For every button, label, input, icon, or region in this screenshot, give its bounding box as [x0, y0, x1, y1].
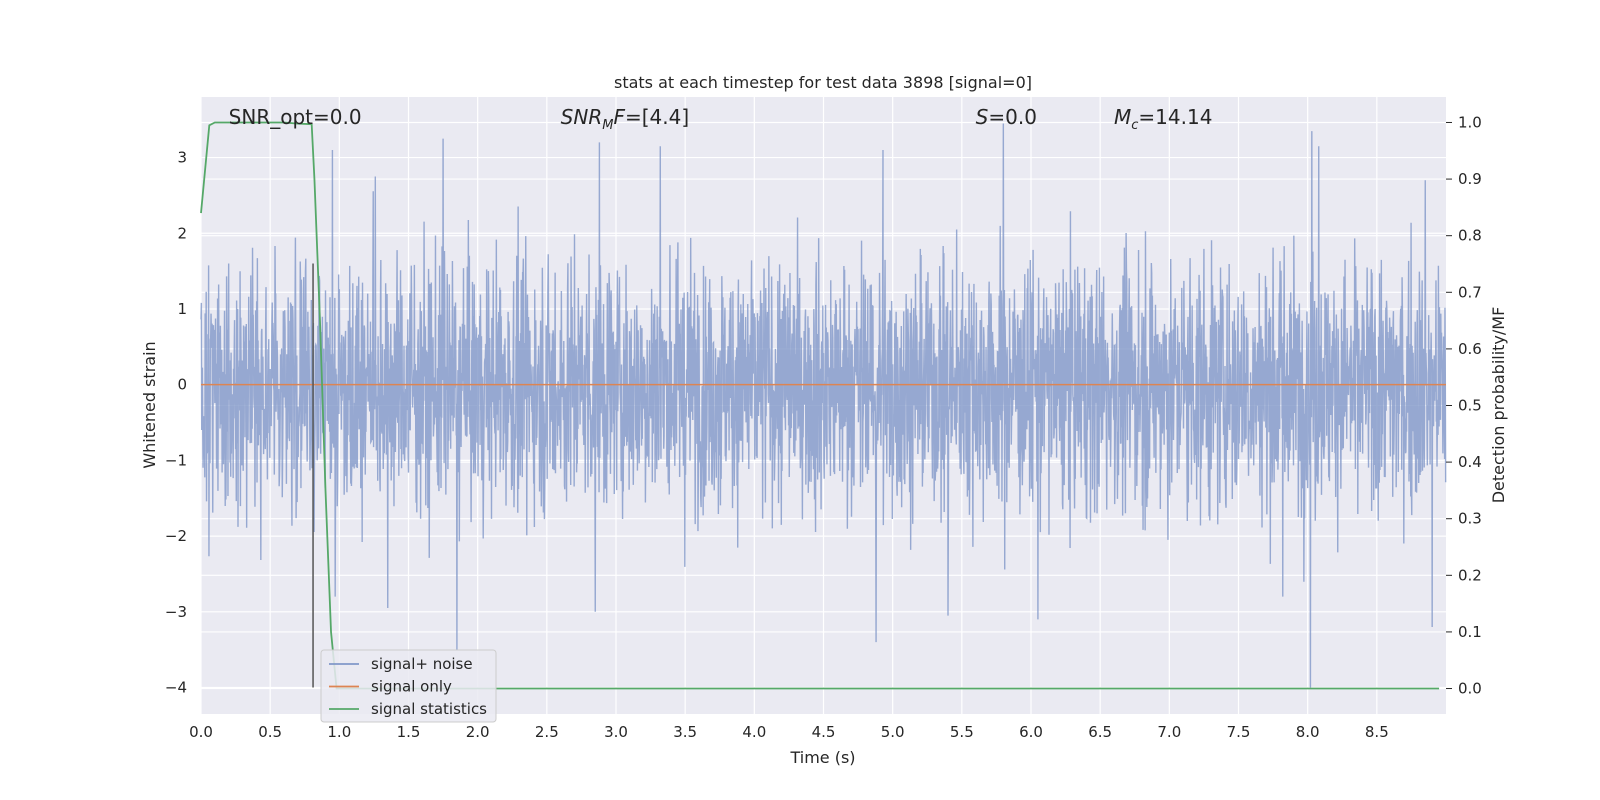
x-tick-label: 3.5: [673, 723, 697, 741]
annotation-text: Mc=14.14: [1114, 105, 1212, 133]
series-signal-statistics: [200, 121, 1440, 690]
y-tick-label: −3: [165, 603, 187, 621]
y2-tick-label: 1.0: [1458, 113, 1482, 131]
chart-title: stats at each timestep for test data 389…: [614, 73, 1032, 92]
x-tick-label: 2.5: [535, 723, 559, 741]
x-tick-labels: 0.0 0.5 1.0 1.5 2.0 2.5 3.0 3.5 4.0 4.5 5.0 5.5 6.0 6…: [189, 723, 1389, 741]
y-tick-label: 3: [177, 149, 187, 167]
y2-tick-labels: 0.0 0.1 0.2 0.3 0.4 0.5 0.6 0.7 0.8 0.9 1.0: [1446, 113, 1482, 698]
y-axis-label: Whitened strain: [140, 341, 159, 468]
signal-plus-noise-line: [200, 123, 1447, 688]
chart-annotations: SNR_opt=0.0 SNRMF=[4.4] S=0.0 Mc=14.14: [229, 105, 1213, 133]
legend-box: [320, 649, 497, 723]
x-tick-label: 5.0: [881, 723, 905, 741]
y2-tick-label: 0.9: [1458, 170, 1482, 188]
x-tick-label: 7.0: [1157, 723, 1181, 741]
x-tick-label: 8.0: [1296, 723, 1320, 741]
y2-tick-label: 0.4: [1458, 453, 1482, 471]
y2-tick-label: 0.1: [1458, 623, 1482, 641]
y-tick-label: 2: [177, 224, 187, 242]
y-tick-label: −2: [165, 527, 187, 545]
annotation-text: SNRMF=[4.4]: [561, 105, 689, 133]
y2-axis-label: Detection probability/MF: [1489, 307, 1508, 504]
y-tick-label: 1: [177, 300, 187, 318]
y2-tick-label: 0.8: [1458, 227, 1482, 245]
x-tick-label: 2.0: [466, 723, 490, 741]
x-tick-label: 6.0: [1019, 723, 1043, 741]
series-signal-plus-noise: [200, 123, 1447, 688]
y-tick-label: −1: [165, 451, 187, 469]
legend-label: signal only: [371, 678, 452, 696]
x-tick-label: 7.5: [1227, 723, 1251, 741]
legend-label: signal+ noise: [371, 655, 473, 673]
y2-tick-label: 0.2: [1458, 566, 1482, 584]
x-tick-label: 1.0: [327, 723, 351, 741]
x-tick-label: 0.5: [258, 723, 282, 741]
y2-tick-label: 0.7: [1458, 283, 1482, 301]
x-tick-label: 5.5: [950, 723, 974, 741]
annotation-text: SNR_opt=0.0: [229, 105, 362, 129]
x-axis-label: Time (s): [789, 748, 855, 767]
annotation-text: S=0.0: [976, 105, 1037, 129]
y2-tick-label: 0.5: [1458, 397, 1482, 415]
x-tick-label: 1.5: [397, 723, 421, 741]
y-tick-labels: −4 −3 −2 −1 0 1 2 3: [165, 149, 187, 697]
signal-statistics-line: [200, 121, 1440, 690]
x-tick-label: 0.0: [189, 723, 213, 741]
x-tick-label: 8.5: [1365, 723, 1389, 741]
x-tick-label: 3.0: [604, 723, 628, 741]
legend-label: signal statistics: [371, 700, 487, 718]
y-tick-label: 0: [177, 376, 187, 394]
y-tick-label: −4: [165, 679, 187, 697]
y2-tick-label: 0.6: [1458, 340, 1482, 358]
y2-tick-label: 0.0: [1458, 680, 1482, 698]
x-tick-label: 6.5: [1088, 723, 1112, 741]
y2-tick-label: 0.3: [1458, 510, 1482, 528]
x-tick-label: 4.0: [742, 723, 766, 741]
x-tick-label: 4.5: [812, 723, 836, 741]
chart-legend: signal+ noise signal only signal statistic…: [320, 649, 497, 723]
